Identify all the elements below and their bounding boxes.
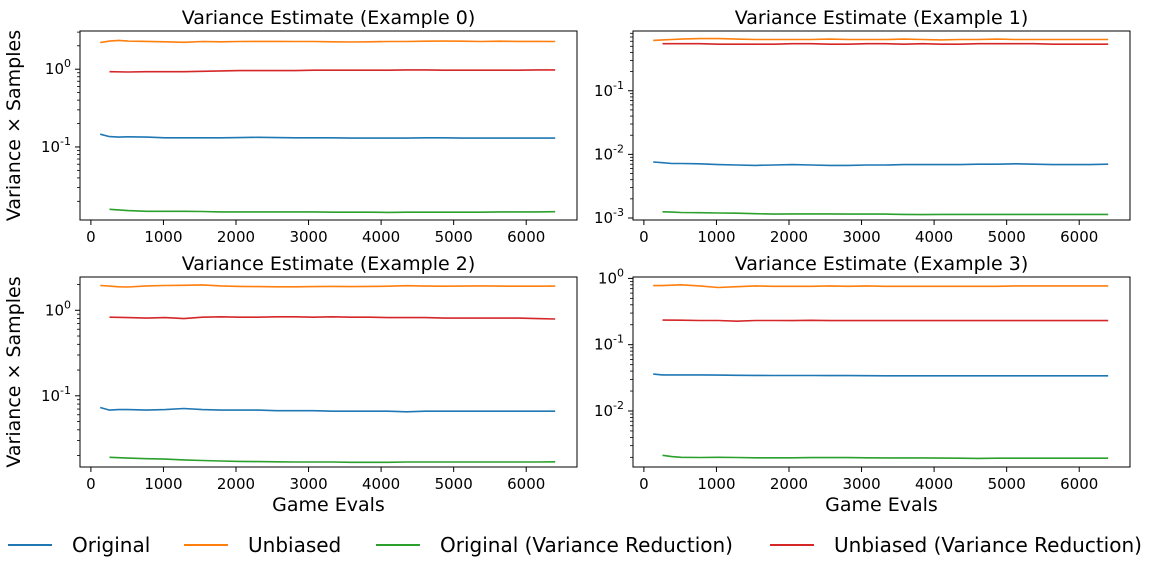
legend: Original Unbiased Original (Variance Red… xyxy=(0,530,1154,560)
legend-swatch-original-vr xyxy=(376,544,420,546)
legend-item-original: Original xyxy=(8,530,150,560)
series-line-unbiased-variance-reduction-3 xyxy=(662,319,1109,323)
series-line-unbiased-1 xyxy=(653,37,1109,42)
x-tick-label-3-3: 3000 xyxy=(842,475,880,493)
series-line-unbiased-3 xyxy=(653,283,1109,289)
series-line-unbiased-variance-reduction-2 xyxy=(109,315,556,320)
y-axis-label-0: Variance × Samples xyxy=(3,30,25,221)
legend-item-unbiased: Unbiased xyxy=(184,530,341,560)
x-tick-label-0-3: 3000 xyxy=(289,228,327,246)
x-tick-label-2-6: 6000 xyxy=(507,475,545,493)
series-line-original-variance-reduction-1 xyxy=(662,211,1109,216)
y-tick-label-3-1: 10-1 xyxy=(594,333,624,354)
legend-swatch-unbiased-vr xyxy=(770,544,814,546)
series-line-unbiased-variance-reduction-0 xyxy=(109,69,556,73)
x-tick-label-2-0: 0 xyxy=(86,475,96,493)
y-tick-label-0-0: 10-1 xyxy=(41,135,71,156)
x-tick-label-0-1: 1000 xyxy=(144,228,182,246)
x-tick-label-0-6: 6000 xyxy=(507,228,545,246)
y-axis-label-2: Variance × Samples xyxy=(3,276,25,467)
x-tick-label-1-5: 5000 xyxy=(988,228,1026,246)
series-line-original-variance-reduction-0 xyxy=(109,208,556,214)
legend-label-unbiased-vr: Unbiased (Variance Reduction) xyxy=(834,533,1142,557)
x-tick-label-1-2: 2000 xyxy=(770,228,808,246)
chart-panel-1: Variance Estimate (Example 1) 10-3 10-2 10-… xyxy=(594,7,1131,246)
x-tick-label-0-5: 5000 xyxy=(435,228,473,246)
y-tick-label-2-0: 10-1 xyxy=(41,384,71,405)
x-axis-label-2: Game Evals xyxy=(272,494,385,516)
series-group-2 xyxy=(99,284,556,464)
series-group-0 xyxy=(100,39,556,214)
legend-swatch-unbiased xyxy=(184,544,228,546)
series-line-original-0 xyxy=(100,133,556,139)
series-line-unbiased-variance-reduction-1 xyxy=(662,42,1109,46)
x-tick-label-3-0: 0 xyxy=(639,475,649,493)
x-tick-label-0-4: 4000 xyxy=(362,228,400,246)
x-tick-label-2-3: 3000 xyxy=(289,475,327,493)
series-group-1 xyxy=(653,37,1109,216)
plot-frame-2 xyxy=(79,276,578,468)
x-tick-label-3-5: 5000 xyxy=(988,475,1026,493)
x-tick-label-2-1: 1000 xyxy=(144,475,182,493)
x-tick-label-2-4: 4000 xyxy=(362,475,400,493)
legend-label-unbiased: Unbiased xyxy=(248,533,342,557)
chart-title-3: Variance Estimate (Example 3) xyxy=(735,253,1028,275)
series-line-original-3 xyxy=(653,373,1109,377)
series-line-unbiased-0 xyxy=(100,39,556,44)
x-tick-label-1-1: 1000 xyxy=(697,228,735,246)
series-group-3 xyxy=(653,283,1109,460)
chart-panel-3: Variance Estimate (Example 3) 10-2 10-1 100… xyxy=(594,253,1131,516)
x-tick-label-0-0: 0 xyxy=(86,228,96,246)
x-tick-label-3-6: 6000 xyxy=(1060,475,1098,493)
y-tick-label-0-1: 100 xyxy=(45,57,71,78)
legend-swatch-original xyxy=(8,544,52,546)
plot-frame-3 xyxy=(632,276,1131,468)
x-tick-label-3-4: 4000 xyxy=(915,475,953,493)
x-tick-label-1-4: 4000 xyxy=(915,228,953,246)
plot-frame-1 xyxy=(632,30,1131,221)
x-tick-label-2-5: 5000 xyxy=(435,475,473,493)
legend-label-original: Original xyxy=(72,533,151,557)
x-tick-label-2-2: 2000 xyxy=(217,475,255,493)
chart-title-2: Variance Estimate (Example 2) xyxy=(182,253,475,275)
x-tick-label-1-3: 3000 xyxy=(842,228,880,246)
x-tick-label-3-1: 1000 xyxy=(697,475,735,493)
x-tick-label-3-2: 2000 xyxy=(770,475,808,493)
x-tick-label-0-2: 2000 xyxy=(217,228,255,246)
y-tick-label-1-2: 10-1 xyxy=(594,79,624,100)
series-line-original-2 xyxy=(99,406,556,413)
legend-label-original-vr: Original (Variance Reduction) xyxy=(440,533,733,557)
x-axis-label-3: Game Evals xyxy=(825,494,938,516)
y-tick-label-1-1: 10-2 xyxy=(594,142,624,163)
series-line-original-variance-reduction-3 xyxy=(662,454,1109,460)
chart-title-0: Variance Estimate (Example 0) xyxy=(182,7,475,29)
y-tick-label-1-0: 10-3 xyxy=(594,206,624,227)
y-tick-label-3-2: 100 xyxy=(598,266,624,287)
legend-item-unbiased-vr: Unbiased (Variance Reduction) xyxy=(770,530,1142,560)
x-tick-label-1-0: 0 xyxy=(639,228,649,246)
series-line-original-1 xyxy=(653,161,1109,167)
chart-title-1: Variance Estimate (Example 1) xyxy=(735,7,1028,29)
x-tick-label-1-6: 6000 xyxy=(1060,228,1098,246)
legend-item-original-vr: Original (Variance Reduction) xyxy=(376,530,733,560)
series-line-unbiased-2 xyxy=(100,284,556,288)
series-line-original-variance-reduction-2 xyxy=(109,456,556,464)
plot-frame-0 xyxy=(79,30,578,221)
y-tick-label-2-1: 100 xyxy=(45,298,71,319)
y-tick-label-3-0: 10-2 xyxy=(594,399,624,420)
